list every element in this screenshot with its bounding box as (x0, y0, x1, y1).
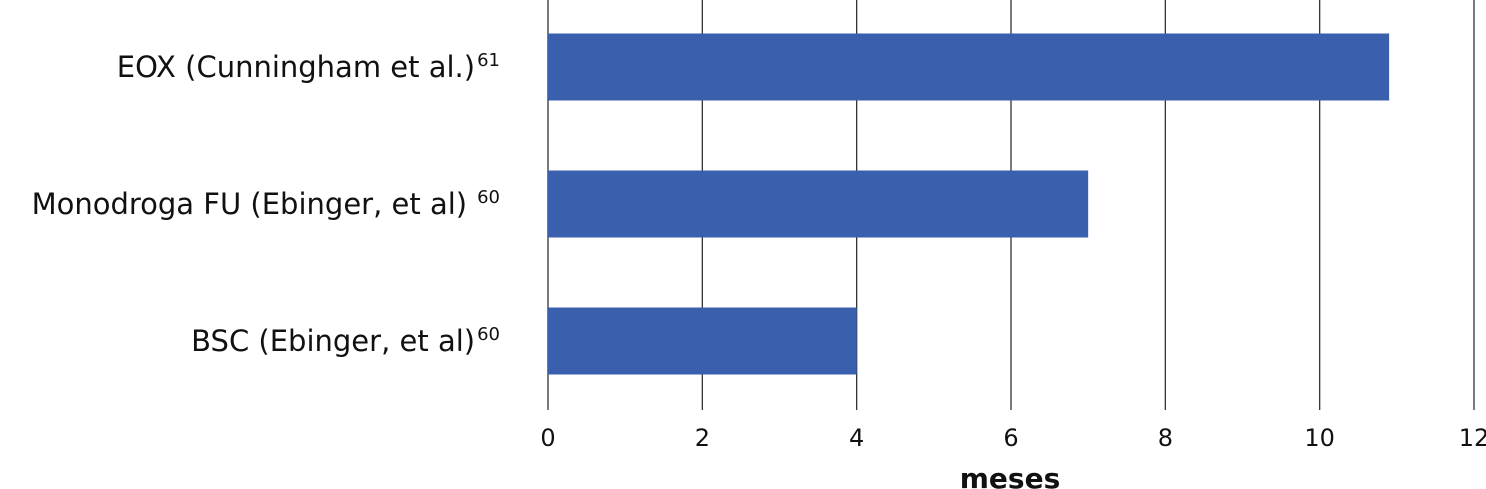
category-reference: 60 (477, 187, 500, 208)
category-reference: 61 (477, 50, 500, 71)
x-tick-label: 6 (1003, 424, 1018, 452)
category-name: BSC (Ebinger, et al) (191, 324, 475, 358)
x-tick-label: 12 (1459, 424, 1486, 452)
bar (548, 33, 1390, 101)
x-tick-label: 8 (1158, 424, 1173, 452)
y-tick-label: BSC (Ebinger, et al) 60 (191, 324, 500, 358)
bar (548, 170, 1089, 238)
y-tick-label: Monodroga FU (Ebinger, et al) 60 (32, 187, 500, 221)
category-name: EOX (Cunningham et al.) (117, 50, 475, 84)
category-reference: 60 (477, 324, 500, 345)
category-name: Monodroga FU (Ebinger, et al) (32, 187, 468, 221)
x-axis-title: meses (960, 462, 1061, 489)
x-tick-label: 4 (849, 424, 864, 452)
bar (548, 307, 857, 375)
y-tick-label: EOX (Cunningham et al.) 61 (117, 50, 500, 84)
x-tick-label: 0 (540, 424, 555, 452)
x-tick-label: 2 (695, 424, 710, 452)
x-tick-label: 10 (1304, 424, 1335, 452)
